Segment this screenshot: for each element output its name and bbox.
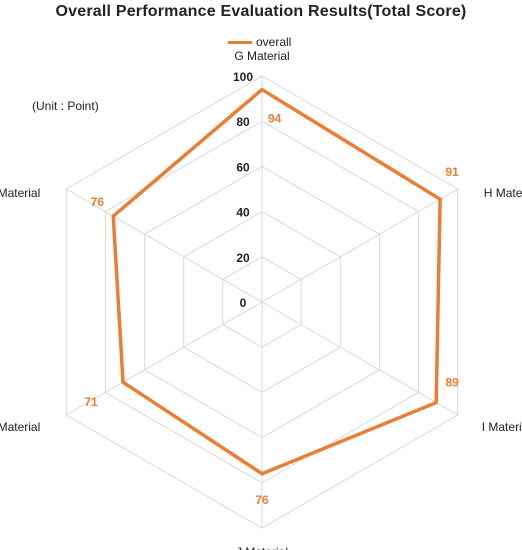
- tick-label-80: 80: [236, 115, 250, 129]
- category-label-2: I Material: [482, 420, 522, 434]
- legend-label: overall: [256, 35, 292, 49]
- legend-swatch: [228, 40, 252, 44]
- category-label-0: G Material: [234, 49, 289, 63]
- category-label-1: H Material: [484, 186, 522, 200]
- category-label-4: K Material: [0, 420, 40, 434]
- series-line-overall: [111, 87, 442, 476]
- grid-spoke-5: [66, 188, 263, 303]
- tick-label-60: 60: [236, 160, 250, 174]
- data-label-4: 71: [84, 395, 98, 409]
- data-label-0: 94: [268, 112, 282, 126]
- tick-label-20: 20: [236, 251, 250, 265]
- data-label-5: 76: [91, 195, 105, 209]
- data-label-3: 76: [255, 493, 269, 507]
- grid-spoke-4: [66, 301, 263, 416]
- unit-note: (Unit : Point): [32, 99, 99, 113]
- grid-spoke-2: [261, 301, 458, 416]
- data-label-1: 91: [445, 165, 459, 179]
- tick-label-40: 40: [236, 206, 250, 220]
- tick-label-0: 0: [240, 296, 247, 310]
- category-label-5: L Material: [0, 186, 40, 200]
- grid-spoke-1: [261, 188, 458, 303]
- category-label-3: J Material: [236, 545, 288, 550]
- tick-label-100: 100: [233, 70, 253, 84]
- legend: overall: [228, 34, 291, 50]
- chart-title: Overall Performance Evaluation Results(T…: [55, 3, 467, 20]
- data-label-2: 89: [446, 376, 460, 390]
